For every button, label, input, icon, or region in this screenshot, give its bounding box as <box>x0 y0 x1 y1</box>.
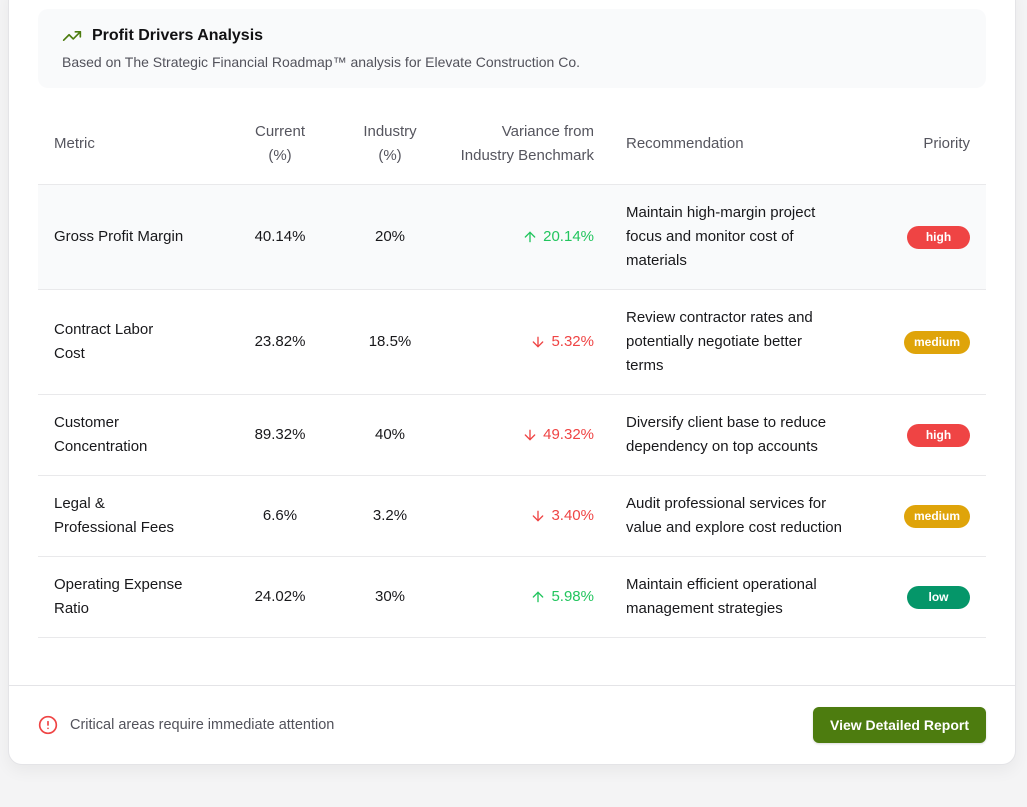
recommendation-text: Audit professional services for value an… <box>626 495 842 536</box>
industry-value: 3.2% <box>372 507 408 524</box>
industry-value: 30% <box>374 588 406 605</box>
view-detailed-report-button[interactable]: View Detailed Report <box>812 707 986 743</box>
col-header-priority: Priority <box>923 135 970 152</box>
metric-label: Gross Profit Margin <box>54 228 184 245</box>
footer-note: Critical areas require immediate attenti… <box>38 715 334 735</box>
table-row: Customer Concentration 89.32% 40% 49.32%… <box>38 395 986 476</box>
variance-value: 49.32% <box>543 426 594 443</box>
card-subtitle: Based on The Strategic Financial Roadmap… <box>62 54 581 70</box>
profit-drivers-card: Profit Drivers Analysis Based on The Str… <box>8 0 1016 765</box>
current-value: 24.02% <box>254 588 306 605</box>
col-header-industry: Industry (%) <box>363 123 417 164</box>
recommendation-text: Diversify client base to reduce dependen… <box>626 414 827 455</box>
trending-up-icon <box>62 31 82 42</box>
industry-value: 40% <box>374 426 406 443</box>
variance-cell: 5.98% <box>450 585 594 609</box>
current-value: 40.14% <box>254 228 306 245</box>
current-value: 6.6% <box>262 507 298 524</box>
recommendation-text: Maintain efficient operational managemen… <box>626 576 817 617</box>
card-title-row: Profit Drivers Analysis <box>62 25 962 47</box>
footer-note-text: Critical areas require immediate attenti… <box>70 717 335 733</box>
table-header-row: Metric Current (%) Industry (%) Variance… <box>38 104 986 185</box>
priority-badge: low <box>907 586 970 609</box>
variance-value: 5.32% <box>551 333 594 350</box>
current-value: 23.82% <box>254 333 306 350</box>
current-value: 89.32% <box>254 426 306 443</box>
arrow-up-icon <box>524 231 536 243</box>
table-row: Operating Expense Ratio 24.02% 30% 5.98%… <box>38 557 986 638</box>
table-row: Contract Labor Cost 23.82% 18.5% 5.32% R… <box>38 290 986 395</box>
variance-cell: 20.14% <box>450 225 594 249</box>
priority-badge: medium <box>903 331 970 354</box>
arrow-up-icon <box>533 591 544 603</box>
variance-value: 20.14% <box>543 228 594 245</box>
metrics-table: Metric Current (%) Industry (%) Variance… <box>38 104 986 638</box>
col-header-recommendation: Recommendation <box>626 135 744 152</box>
arrow-down-icon <box>533 510 544 522</box>
variance-cell: 5.32% <box>450 330 594 354</box>
table-row: Gross Profit Margin 40.14% 20% 20.14% Ma… <box>38 185 986 290</box>
variance-cell: 3.40% <box>450 504 594 528</box>
priority-badge: high <box>907 226 970 249</box>
arrow-down-icon <box>533 336 544 348</box>
table-bottom-spacer <box>38 638 986 685</box>
alert-circle-icon <box>38 715 58 735</box>
card-header: Profit Drivers Analysis Based on The Str… <box>38 9 986 88</box>
recommendation-text: Review contractor rates and potentially … <box>626 309 813 374</box>
metric-label: Legal & Professional Fees <box>54 495 175 536</box>
variance-value: 5.98% <box>551 588 594 605</box>
metric-label: Operating Expense Ratio <box>54 576 183 617</box>
metric-label: Customer Concentration <box>54 414 148 455</box>
col-header-variance: Variance from Industry Benchmark <box>460 123 594 164</box>
industry-value: 20% <box>374 228 406 245</box>
industry-value: 18.5% <box>368 333 412 350</box>
recommendation-text: Maintain high-margin project focus and m… <box>626 204 816 269</box>
metric-label: Contract Labor Cost <box>54 321 154 362</box>
variance-value: 3.40% <box>551 507 594 524</box>
table-row: Legal & Professional Fees 6.6% 3.2% 3.40… <box>38 476 986 557</box>
col-header-current: Current (%) <box>254 123 306 164</box>
arrow-down-icon <box>524 429 536 441</box>
card-title: Profit Drivers Analysis <box>92 27 264 44</box>
priority-badge: high <box>907 424 970 447</box>
variance-cell: 49.32% <box>450 423 594 447</box>
card-footer: Critical areas require immediate attenti… <box>9 685 1015 764</box>
priority-badge: medium <box>903 505 970 528</box>
col-header-metric: Metric <box>54 135 95 152</box>
